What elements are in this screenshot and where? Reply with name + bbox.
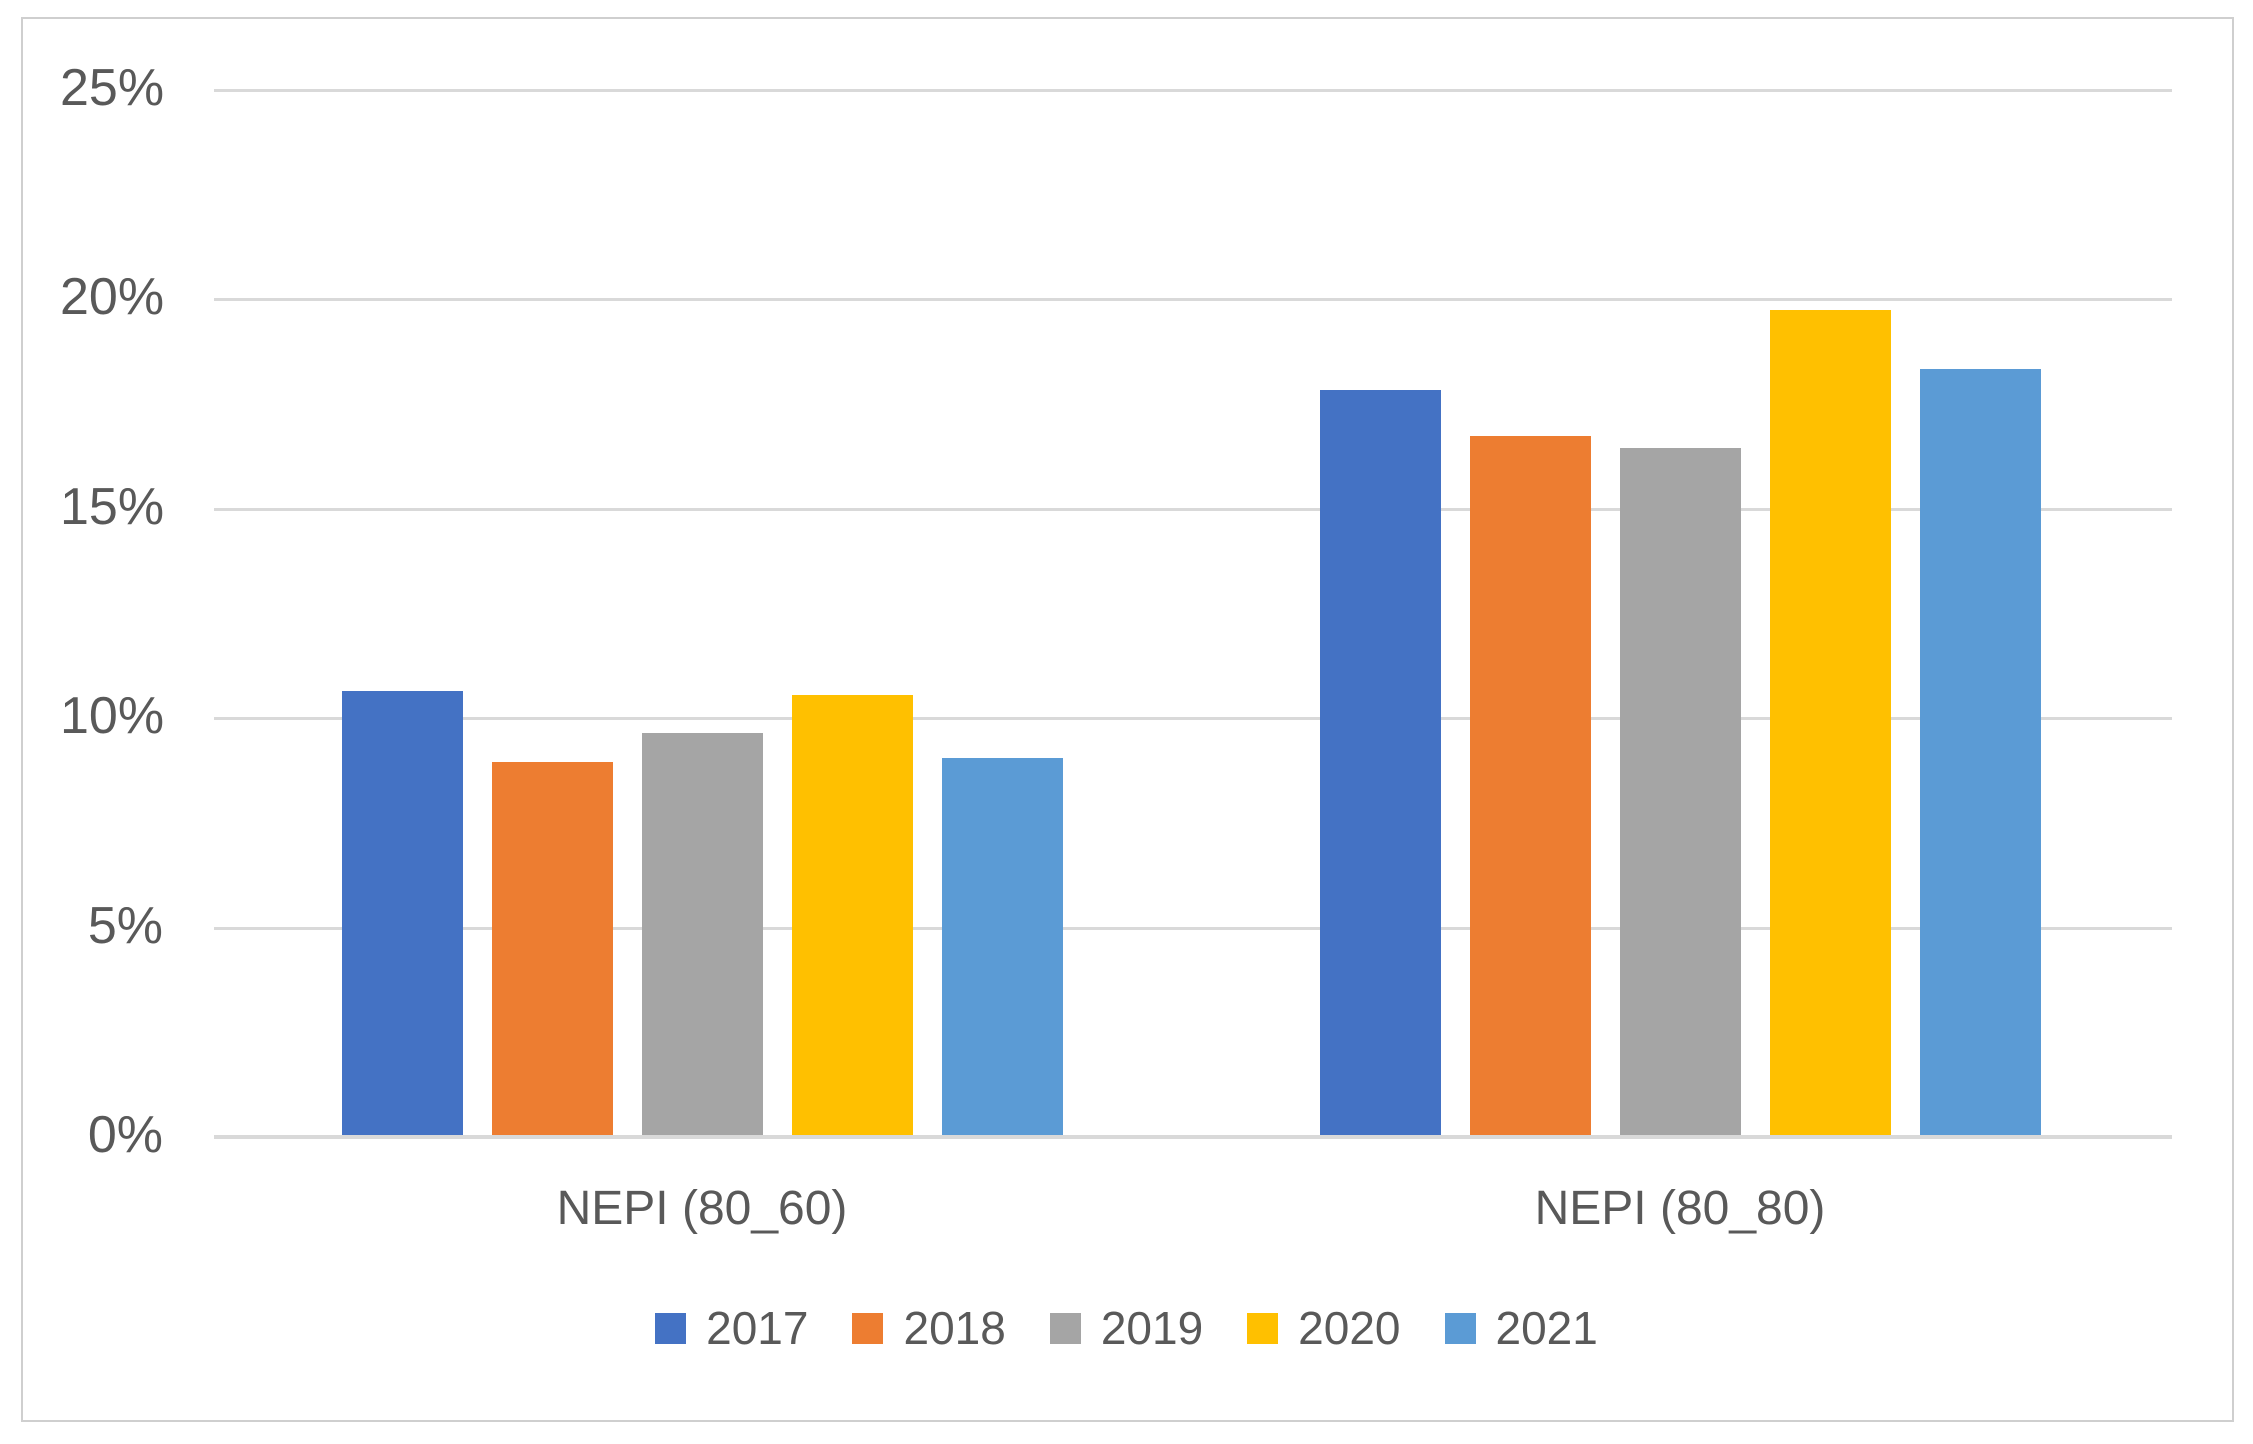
legend-swatch-icon-2020 [1247, 1312, 1279, 1344]
legend-swatch-icon-2021 [1444, 1312, 1476, 1344]
bar-2019-nepi-80-80 [1620, 448, 1741, 1135]
bar-2020-nepi-80-60 [792, 695, 913, 1135]
bar-2021-nepi-80-60 [942, 758, 1063, 1135]
bar-2020-nepi-80-80 [1770, 310, 1891, 1135]
legend-entry-2021: 2021 [1444, 1302, 1598, 1354]
y-tick-label-10: 10% [60, 687, 165, 746]
legend-label-2017: 2017 [706, 1302, 809, 1354]
bar-2021-nepi-80-80 [1920, 369, 2041, 1135]
gridline-25 [214, 89, 2172, 92]
legend-entry-2018: 2018 [852, 1302, 1006, 1354]
legend-entry-2020: 2020 [1247, 1302, 1401, 1354]
bar-2018-nepi-80-80 [1470, 436, 1591, 1135]
y-tick-label-0: 0% [87, 1106, 163, 1164]
legend-label-2018: 2018 [903, 1302, 1006, 1354]
gridline-5 [214, 926, 2172, 930]
gridline-20 [214, 298, 2172, 302]
y-tick-label-15: 15% [60, 477, 165, 536]
bar-2017-nepi-80-60 [342, 691, 463, 1135]
gridline-15 [214, 507, 2172, 511]
y-tick-label-20: 20% [60, 268, 165, 327]
bar-2019-nepi-80-60 [642, 733, 763, 1135]
legend-label-2021: 2021 [1495, 1302, 1598, 1354]
category-label-nepi-80-80: NEPI (80_80) [1534, 1182, 1826, 1235]
legend-swatch-icon-2019 [1049, 1312, 1081, 1344]
legend-entry-2017: 2017 [655, 1305, 808, 1351]
legend-entry-2019: 2019 [1049, 1302, 1204, 1354]
gridline-10 [214, 717, 2172, 721]
legend-label-2019: 2019 [1100, 1302, 1204, 1354]
x-axis-line [214, 1135, 2172, 1139]
category-label-nepi-80-60: NEPI (80_60) [556, 1182, 848, 1235]
legend-swatch-icon-2018 [852, 1312, 884, 1344]
legend: 2017 2018 2019 2020 2021 [0, 1305, 2253, 1351]
legend-swatch-icon-2017 [655, 1312, 687, 1344]
bar-2017-nepi-80-80 [1320, 390, 1441, 1135]
legend-label-2020: 2020 [1298, 1302, 1401, 1354]
y-tick-label-25: 25% [60, 59, 165, 117]
bar-2018-nepi-80-60 [492, 762, 613, 1135]
y-tick-label-5: 5% [87, 896, 163, 955]
